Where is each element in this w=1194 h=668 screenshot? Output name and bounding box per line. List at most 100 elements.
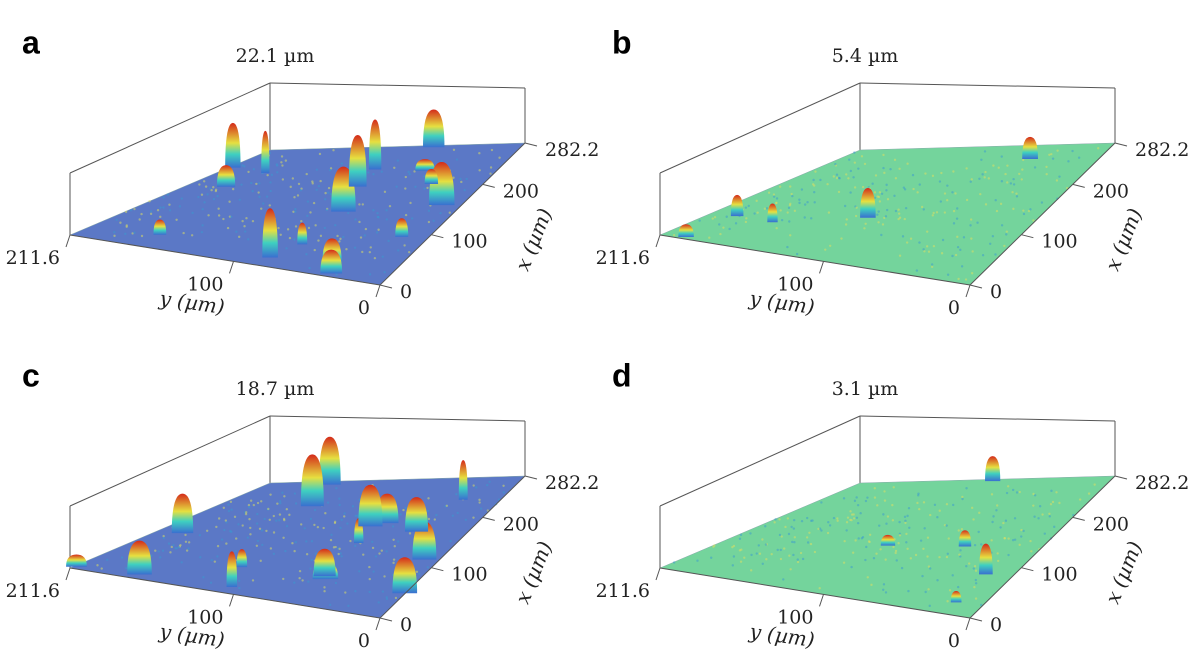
y-tick-label: 100 [777, 606, 813, 628]
surface-texture [324, 512, 327, 515]
surface-texture [113, 234, 116, 238]
surface-texture [184, 533, 187, 537]
surface-texture [943, 211, 947, 214]
surface-texture [698, 219, 701, 222]
surface-texture [349, 539, 352, 543]
surface-texture [498, 156, 501, 159]
surface-texture [864, 222, 867, 225]
surface-texture [872, 557, 876, 560]
x-tick-label: 282.2 [545, 472, 599, 494]
surface-texture [923, 250, 926, 253]
surface-texture [423, 187, 426, 190]
surface-texture [778, 518, 781, 521]
surface-texture [361, 203, 365, 206]
surface-texture [413, 170, 416, 173]
surface-texture [885, 189, 888, 192]
surface-texture [844, 223, 848, 226]
surface-texture [959, 248, 962, 252]
surface-texture [202, 576, 205, 579]
surface-texture [291, 177, 295, 180]
surface-texture [358, 498, 361, 502]
surface-texture [984, 203, 988, 206]
surface-texture [342, 235, 345, 239]
surface-texture [905, 541, 908, 544]
surface-texture [238, 586, 241, 590]
surface-texture [847, 177, 850, 180]
box-edge [659, 415, 861, 507]
surface-texture [297, 182, 301, 186]
surface-peak [318, 436, 341, 485]
surface-texture [918, 241, 921, 244]
surface-texture [859, 512, 862, 515]
surface-texture [933, 503, 937, 507]
surface-texture [296, 194, 300, 197]
surface-texture [828, 244, 832, 247]
surface-texture [260, 207, 263, 210]
surface-texture [313, 523, 316, 527]
surface-texture [247, 170, 250, 174]
surface-texture [832, 175, 836, 178]
surface-texture [338, 240, 341, 243]
surface-texture [1012, 207, 1015, 211]
surface-texture [773, 521, 776, 524]
surface-texture [256, 501, 260, 505]
surface-texture [385, 596, 388, 599]
surface-texture [324, 191, 327, 195]
surface-texture [763, 207, 767, 210]
surface-texture [269, 547, 273, 550]
surface-texture [877, 195, 881, 199]
surface-texture [917, 494, 920, 497]
surface-texture [364, 227, 368, 231]
surface-texture [280, 161, 283, 164]
surface-texture [927, 250, 931, 253]
surface-texture [265, 195, 269, 198]
surface-texture [708, 236, 711, 239]
surface-texture [894, 177, 898, 180]
surface-texture [897, 542, 900, 545]
surface-texture [1087, 492, 1091, 495]
surface-texture [231, 187, 235, 191]
surface-texture [1011, 488, 1015, 492]
surface-texture [955, 217, 959, 220]
surface-texture [842, 561, 846, 564]
surface-texture [991, 520, 994, 524]
surface-texture [191, 211, 194, 215]
surface-texture [856, 503, 860, 507]
surface-texture [883, 171, 886, 175]
x-tick-label: 100 [451, 564, 487, 586]
surface-texture [882, 588, 885, 591]
surface-texture [960, 265, 964, 268]
surface-texture [891, 519, 895, 522]
surface-texture [251, 579, 255, 582]
surface-texture [798, 201, 801, 205]
surface-texture [819, 178, 822, 182]
surface-texture [334, 224, 337, 227]
surface-texture [210, 188, 213, 192]
surface-texture [161, 549, 165, 552]
surface-texture [952, 222, 956, 225]
surface-texture [900, 566, 904, 570]
surface-texture [255, 522, 259, 525]
surface-texture [877, 210, 880, 213]
surface-texture [813, 550, 817, 554]
surface-texture [283, 495, 286, 498]
surface-texture [1043, 532, 1046, 535]
surface-texture [212, 186, 215, 189]
surface-texture [981, 254, 985, 257]
surface-texture [775, 197, 779, 200]
surface-texture [778, 185, 782, 188]
surface-texture [265, 529, 268, 533]
surface-texture [259, 559, 262, 563]
surface-texture [787, 532, 791, 536]
surface-texture [857, 167, 860, 170]
surface-texture [478, 501, 481, 504]
surface-texture [234, 549, 237, 553]
surface-texture [318, 152, 322, 156]
surface-texture [898, 520, 901, 524]
surface-texture [422, 175, 426, 178]
surface-texture [932, 211, 935, 215]
surface-texture [1055, 179, 1059, 182]
surface-texture [478, 169, 481, 172]
surface-texture [433, 518, 436, 521]
